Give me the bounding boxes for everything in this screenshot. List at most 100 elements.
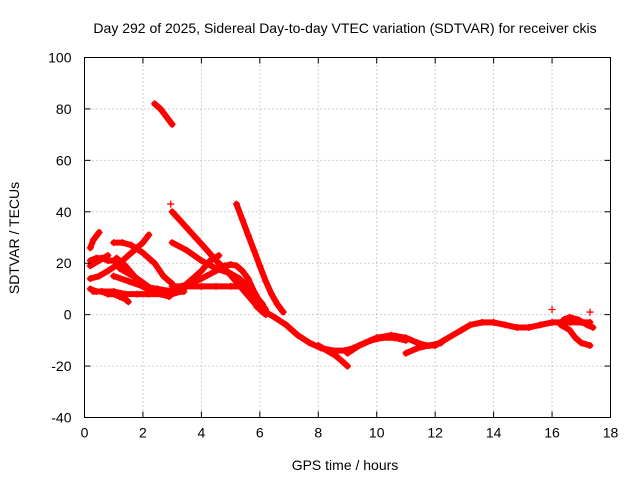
data-point <box>148 285 156 293</box>
data-point <box>95 257 103 265</box>
x-tick-label: 18 <box>603 425 619 441</box>
data-point <box>159 272 167 280</box>
data-point <box>151 259 159 267</box>
data-point <box>133 290 141 298</box>
data-point <box>355 342 363 349</box>
data-point <box>168 120 176 128</box>
data-point <box>270 313 278 321</box>
data-point <box>247 295 255 303</box>
data-point <box>466 321 474 329</box>
series-trace <box>151 100 176 128</box>
data-point <box>536 321 544 329</box>
data-point <box>250 288 258 295</box>
data-point <box>548 306 556 313</box>
series-arc-22 <box>560 313 597 331</box>
data-point <box>306 339 314 347</box>
data-point <box>262 277 270 285</box>
data-point <box>244 231 252 239</box>
x-tick-label: 2 <box>139 425 147 441</box>
data-point <box>449 331 457 339</box>
data-point <box>165 293 173 301</box>
data-point <box>95 228 103 236</box>
data-point <box>256 298 264 306</box>
tick-layer: 0 2 4 6 8 10 12 14 16 18 -40 -20 0 20 40 60 80 100 <box>48 50 618 441</box>
data-point <box>548 318 556 326</box>
data-point <box>151 100 159 108</box>
data-point <box>183 282 191 290</box>
data-point <box>232 200 240 208</box>
grid-layer <box>84 57 611 418</box>
data-point <box>104 252 112 259</box>
data-point <box>124 277 132 285</box>
data-point <box>110 239 118 247</box>
series-arc-11 <box>151 100 176 128</box>
series-arc-07 <box>110 239 176 288</box>
data-point <box>145 231 153 239</box>
data-point <box>282 321 290 329</box>
plot-frame <box>84 57 611 418</box>
x-tick-label: 10 <box>369 425 385 441</box>
data-point <box>116 264 124 272</box>
series-trace <box>402 339 444 357</box>
data-point <box>238 267 246 275</box>
data-point <box>490 318 498 326</box>
data-point <box>589 324 597 331</box>
data-point <box>127 241 135 249</box>
y-axis-label: SDTVAR / TECUs <box>6 182 22 294</box>
y-tick-label: 100 <box>48 50 72 66</box>
data-point <box>215 252 223 259</box>
series-arc-21 <box>402 339 445 357</box>
data-point <box>139 249 147 257</box>
data-point <box>262 308 270 316</box>
data-point <box>557 321 565 329</box>
data-point <box>583 321 591 329</box>
series-arc-01 <box>86 228 103 252</box>
data-point <box>268 290 276 298</box>
data-point <box>238 216 246 223</box>
data-point <box>586 342 594 349</box>
data-point <box>402 349 410 357</box>
data-point <box>156 105 164 113</box>
x-tick-label: 4 <box>197 425 205 441</box>
data-point <box>241 282 249 290</box>
data-point <box>121 262 129 270</box>
x-tick-label: 12 <box>427 425 443 441</box>
series-arc-15 <box>168 208 270 319</box>
data-point <box>133 275 141 283</box>
data-point <box>159 290 167 298</box>
series-arc-23 <box>557 321 594 349</box>
data-point <box>95 272 103 280</box>
data-point <box>338 357 346 365</box>
data-point <box>332 352 340 360</box>
series-arc-03 <box>86 252 112 270</box>
data-point <box>437 339 445 347</box>
series-arc-19 <box>314 342 351 370</box>
data-point <box>124 298 132 306</box>
data-point <box>98 288 106 295</box>
series-trace <box>116 265 167 298</box>
data-point <box>118 239 126 247</box>
y-tick-label: 0 <box>64 307 72 323</box>
data-point <box>367 336 375 344</box>
data-point <box>167 200 175 208</box>
data-point <box>323 347 331 355</box>
data-point <box>127 249 135 257</box>
data-point <box>244 275 252 283</box>
data-point <box>162 113 170 121</box>
y-tick-label: 60 <box>56 152 72 168</box>
series-arc-24 <box>586 308 594 316</box>
x-tick-label: 14 <box>486 425 502 441</box>
data-point <box>89 288 97 295</box>
series-arc-16 <box>168 282 249 290</box>
data-point <box>89 236 97 244</box>
data-point <box>113 254 121 262</box>
data-point <box>513 324 521 331</box>
data-point <box>566 313 574 321</box>
data-point <box>379 334 387 342</box>
data-point <box>121 290 129 298</box>
data-point <box>86 244 94 252</box>
y-tick-label: 80 <box>56 101 72 117</box>
data-point <box>586 308 594 316</box>
data-point <box>525 324 533 331</box>
